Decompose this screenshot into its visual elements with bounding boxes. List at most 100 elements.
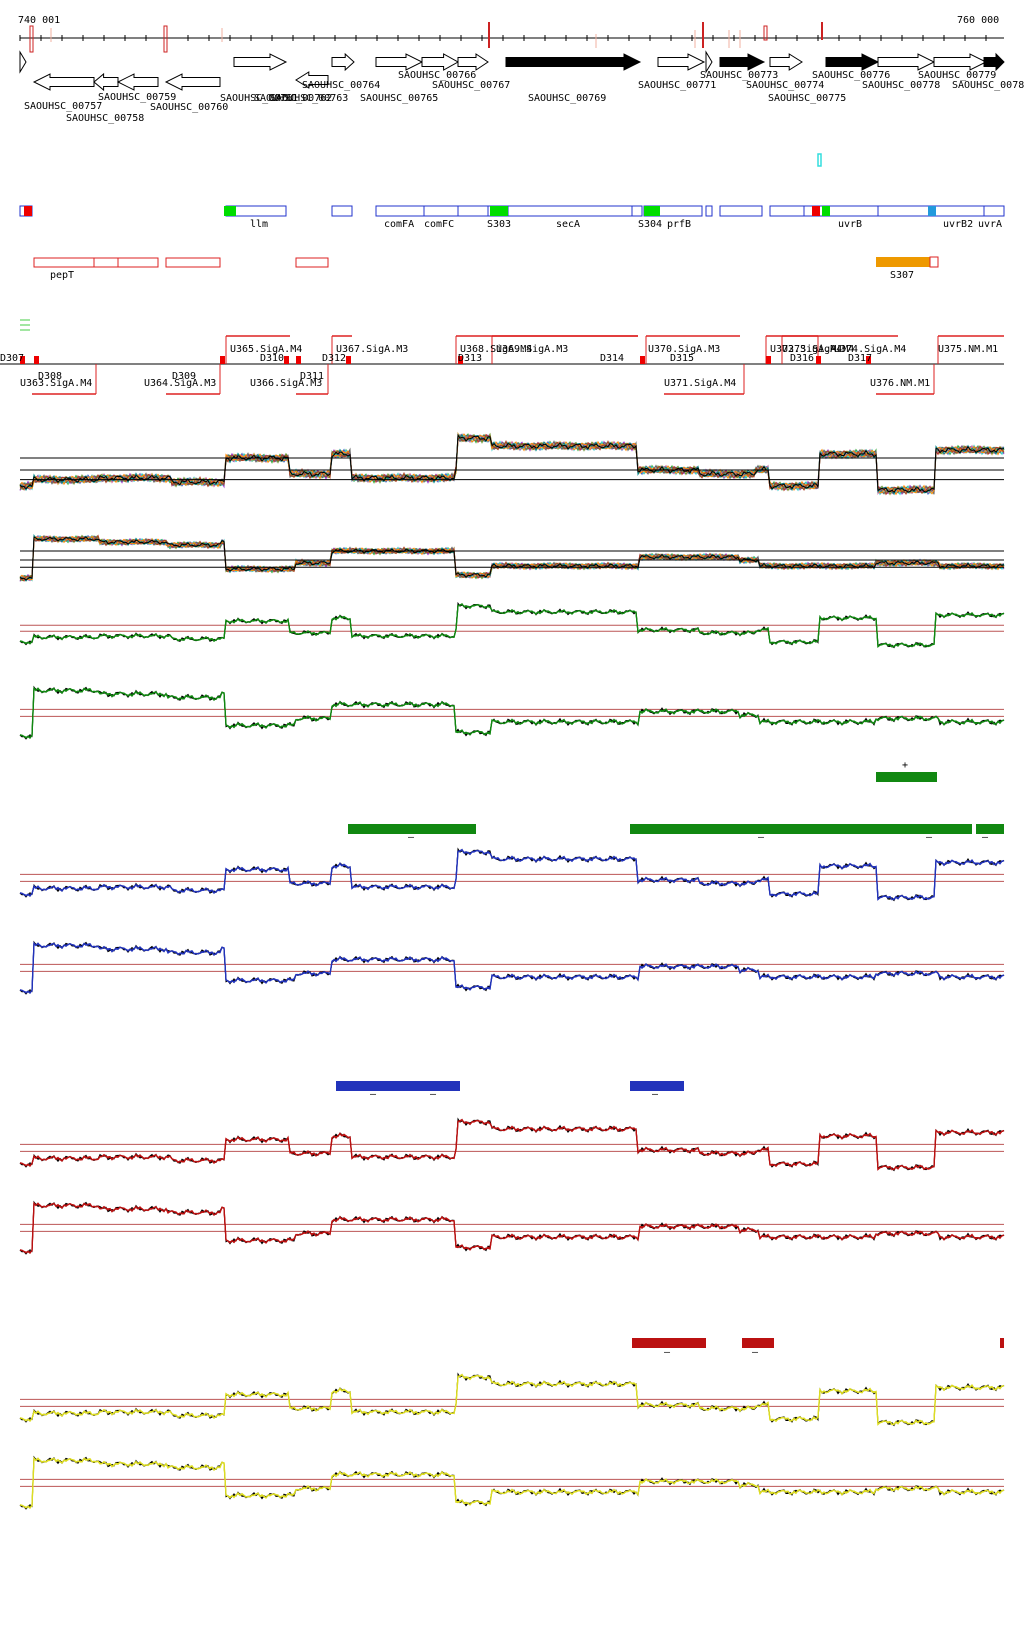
gene-arrow bbox=[375, 53, 424, 71]
gene-arrow-partial bbox=[705, 50, 713, 74]
gene-arrows bbox=[19, 50, 1005, 92]
gene-label: SAOUHSC_00757 bbox=[24, 101, 102, 112]
minus-marker: – bbox=[408, 832, 415, 843]
gene-label: SAOUHSC_00764 bbox=[302, 80, 380, 91]
transcript-box bbox=[933, 205, 985, 217]
transcript-marker bbox=[822, 206, 830, 216]
terminator-label: D311 bbox=[300, 371, 324, 382]
gene-label: SAOUHSC_00762 bbox=[254, 93, 332, 104]
gene-label: SAOUHSC_00769 bbox=[528, 93, 606, 104]
panel-blue-sense-series bbox=[19, 848, 1005, 901]
minus-marker: – bbox=[652, 1089, 659, 1100]
panel-multi-sense-series bbox=[19, 433, 1005, 496]
plus-marker: + bbox=[902, 760, 908, 771]
transcript-marker bbox=[224, 206, 236, 216]
gene-arrow bbox=[719, 53, 766, 71]
panel-multi-sense-series bbox=[19, 434, 1005, 495]
panel-green-sense-series bbox=[19, 603, 1005, 648]
end-coordinate: 760 000 bbox=[957, 15, 999, 26]
terminator-marker bbox=[866, 356, 871, 364]
gene-arrow bbox=[505, 53, 642, 71]
gene-arrow bbox=[421, 53, 460, 71]
gene-arrow-partial bbox=[19, 50, 27, 74]
terminator-label: D309 bbox=[172, 371, 196, 382]
promoter-label: U370.SigA.M3 bbox=[648, 344, 720, 355]
promoter-lines bbox=[0, 319, 1004, 395]
transcript-label: prfB bbox=[667, 219, 691, 230]
gene-label: SAOUHSC_00773 bbox=[700, 70, 778, 81]
promoter-track: U365.SigA.M4 U367.SigA.M3 U368.SigA.M4 U… bbox=[0, 319, 1004, 395]
coordinate-ruler: 740 001 760 000 bbox=[18, 15, 1004, 53]
differential-bar bbox=[876, 772, 937, 782]
transcript-marker bbox=[644, 206, 660, 216]
antisense-box bbox=[295, 257, 329, 268]
gene-label: SAOUHSC_00776 bbox=[812, 70, 890, 81]
gene-label: SAOUHSC_00760 bbox=[150, 102, 228, 113]
panel-green-antisense-series bbox=[19, 686, 1005, 739]
terminator-marker bbox=[296, 356, 301, 364]
panel-red-antisense-series bbox=[19, 1202, 1005, 1255]
minus-marker: – bbox=[430, 1089, 437, 1100]
terminator-marker bbox=[458, 356, 463, 364]
cyan-marker bbox=[817, 153, 822, 167]
transcript-box bbox=[507, 205, 633, 217]
gene-arrow bbox=[657, 53, 706, 71]
transcript-marker bbox=[928, 206, 936, 216]
transcript-box bbox=[457, 205, 489, 217]
gene-arrow bbox=[93, 72, 119, 92]
gene-label: SAOUHSC_00780 bbox=[952, 80, 1024, 91]
promoter-label: U366.SigA.M3 bbox=[250, 378, 322, 389]
promoter-label: U374.SigA.M4 bbox=[834, 344, 906, 355]
expression-panels bbox=[19, 431, 1005, 1510]
strand-markers: + – – – – – – – – – bbox=[370, 760, 989, 1358]
promoter-label: U369.SigA.M3 bbox=[496, 344, 568, 355]
panel-yellow-sense-series bbox=[19, 1373, 1005, 1426]
panel-multi-sense-series bbox=[19, 433, 1005, 496]
gene-arrow bbox=[933, 53, 988, 71]
antisense-box bbox=[117, 257, 159, 268]
promoter-label: U371.SigA.M4 bbox=[664, 378, 736, 389]
transcript-boxes bbox=[19, 205, 1005, 217]
panel-red-antisense-series bbox=[19, 1201, 1005, 1254]
gene-label: SAOUHSC_00767 bbox=[432, 80, 510, 91]
differential-bars bbox=[336, 772, 1004, 1348]
panel-yellow-antisense-series bbox=[19, 1456, 1005, 1509]
antisense-track: pepT S307 bbox=[33, 256, 939, 281]
minus-marker: – bbox=[758, 832, 765, 843]
gene-arrow bbox=[233, 53, 288, 71]
gene-label: SAOUHSC_00765 bbox=[360, 93, 438, 104]
panel-green-antisense-series bbox=[19, 687, 1005, 740]
terminator-marker bbox=[766, 356, 771, 364]
terminator-label: D314 bbox=[600, 353, 624, 364]
promoter-label: U363.SigA.M4 bbox=[20, 378, 92, 389]
terminator-label: D313 bbox=[458, 353, 482, 364]
start-coordinate: 740 001 bbox=[18, 15, 60, 26]
differential-bar bbox=[630, 1081, 684, 1091]
transcript-marker bbox=[490, 206, 508, 216]
panel-red-sense-series bbox=[19, 1118, 1005, 1171]
terminator-marker bbox=[284, 356, 289, 364]
panel-multi-sense-series bbox=[19, 434, 1005, 495]
antisense-label: pepT bbox=[50, 270, 74, 281]
antisense-box bbox=[929, 256, 939, 268]
gene-arrow bbox=[983, 52, 1005, 72]
gene-label: SAOUHSC_00774 bbox=[746, 80, 824, 91]
promoter-label: U372.SigA.M4 bbox=[770, 344, 842, 355]
transcript-label: uvrB bbox=[838, 219, 862, 230]
transcript-label: uvrB2 bbox=[943, 219, 973, 230]
transcript-box bbox=[375, 205, 425, 217]
differential-bar bbox=[1000, 1338, 1004, 1348]
gene-label: SAOUHSC_00779 bbox=[918, 70, 996, 81]
transcript-box bbox=[423, 205, 459, 217]
terminator-label: D308 bbox=[38, 371, 62, 382]
terminator-marker bbox=[20, 356, 25, 364]
gene-arrow bbox=[877, 53, 936, 71]
gene-arrow bbox=[825, 53, 880, 71]
panel-multi-sense-series bbox=[19, 433, 1005, 496]
gene-label: SAOUHSC_00758 bbox=[66, 113, 144, 124]
transcript-label: comFA bbox=[384, 219, 414, 230]
transcript-label: secA bbox=[556, 219, 580, 230]
transcript-label: uvrA bbox=[978, 219, 1002, 230]
transcript-label: comFC bbox=[424, 219, 454, 230]
